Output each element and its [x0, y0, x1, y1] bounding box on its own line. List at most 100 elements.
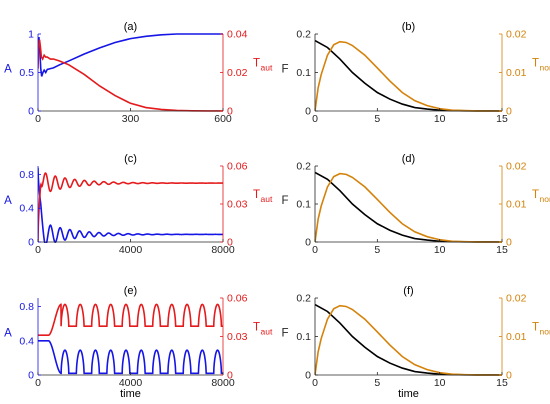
y-left-tick-label: 0 [28, 106, 34, 118]
x-tick-label: 300 [122, 113, 140, 125]
y-right-label-subscript: aut [261, 327, 273, 337]
panel-label: (a) [124, 21, 137, 33]
x-tick-label: 15 [496, 377, 508, 389]
series-line-f-right [315, 304, 502, 376]
series-line-d-left [315, 171, 502, 243]
x-tick-label: 0 [312, 377, 318, 389]
y-right-label: T [253, 189, 260, 201]
y-right-label-subscript: aut [261, 194, 273, 204]
y-right-tick-label: 0 [227, 370, 233, 382]
panel-label: (e) [124, 285, 137, 297]
y-right-tick-label: 0.03 [227, 199, 248, 211]
series-line-a-left [38, 33, 223, 77]
y-left-label: A [4, 328, 12, 340]
y-left-tick-label: 0.2 [296, 293, 311, 305]
y-right-tick-label: 0.02 [506, 293, 527, 305]
y-right-label-subscript: nor [540, 63, 550, 73]
y-left-tick-label: 0.8 [19, 301, 34, 313]
x-tick-label: 10 [434, 244, 446, 256]
y-right-label-subscript: nor [540, 194, 550, 204]
y-right-tick-label: 0.02 [227, 67, 248, 79]
y-right-tick-label: 0.01 [506, 199, 527, 211]
x-axis-label: time [120, 388, 141, 400]
series-line-c-left [38, 167, 223, 243]
series-line-d-right [315, 172, 502, 243]
y-left-tick-label: 0.8 [19, 169, 34, 181]
y-left-tick-label: 0.1 [296, 67, 311, 79]
y-left-tick-label: 0.4 [19, 203, 34, 215]
x-tick-label: 5 [374, 244, 380, 256]
y-left-label: F [281, 195, 288, 207]
y-left-label: F [281, 328, 288, 340]
y-right-label-subscript: aut [261, 63, 273, 73]
y-right-label-subscript: nor [540, 327, 550, 337]
y-left-tick-label: 0 [305, 370, 311, 382]
x-tick-label: 0 [35, 113, 41, 125]
y-right-tick-label: 0 [506, 237, 512, 249]
x-tick-label: 10 [434, 113, 446, 125]
x-axis-label: time [398, 388, 419, 400]
y-right-label: T [532, 189, 539, 201]
y-right-label: T [253, 322, 260, 334]
x-tick-label: 5 [374, 377, 380, 389]
series-line-b-right [315, 40, 502, 112]
y-left-tick-label: 0.1 [296, 199, 311, 211]
panel-label: (d) [402, 153, 415, 165]
x-tick-label: 600 [214, 113, 232, 125]
y-right-tick-label: 0.06 [227, 161, 248, 173]
y-right-tick-label: 0.01 [506, 67, 527, 79]
series-line-f-left [315, 303, 502, 376]
y-right-tick-label: 0.04 [227, 29, 248, 41]
y-right-tick-label: 0 [506, 106, 512, 118]
y-right-tick-label: 0.06 [227, 293, 248, 305]
x-tick-label: 0 [35, 244, 41, 256]
y-right-tick-label: 0.01 [506, 331, 527, 343]
x-tick-label: 8000 [211, 244, 235, 256]
y-right-tick-label: 0 [227, 237, 233, 249]
y-left-tick-label: 0 [305, 237, 311, 249]
y-left-tick-label: 0.1 [296, 331, 311, 343]
panel-label: (b) [402, 21, 415, 33]
y-left-tick-label: 0.2 [296, 161, 311, 173]
y-right-label: T [532, 58, 539, 70]
y-right-tick-label: 0.02 [506, 29, 527, 41]
y-left-label: F [281, 64, 288, 76]
x-tick-label: 8000 [211, 377, 235, 389]
y-right-tick-label: 0 [506, 370, 512, 382]
series-line-e-left [38, 339, 223, 375]
x-tick-label: 15 [496, 244, 508, 256]
y-right-label: T [253, 58, 260, 70]
y-left-tick-label: 0.2 [296, 29, 311, 41]
y-left-tick-label: 0 [28, 370, 34, 382]
y-left-tick-label: 1 [28, 29, 34, 41]
y-left-label: A [4, 64, 12, 76]
x-tick-label: 15 [496, 113, 508, 125]
y-right-tick-label: 0 [227, 106, 233, 118]
y-left-label: A [4, 195, 12, 207]
x-tick-label: 10 [434, 377, 446, 389]
series-line-a-right [38, 39, 223, 112]
y-left-tick-label: 0 [305, 106, 311, 118]
y-left-tick-label: 0.5 [19, 67, 34, 79]
y-right-tick-label: 0.02 [506, 161, 527, 173]
series-line-b-left [315, 39, 502, 112]
y-left-tick-label: 0 [28, 237, 34, 249]
x-tick-label: 4000 [119, 377, 143, 389]
y-right-label: T [532, 322, 539, 334]
series-line-c-right [38, 172, 223, 243]
x-tick-label: 0 [312, 113, 318, 125]
y-left-tick-label: 0.4 [19, 335, 34, 347]
panel-label: (c) [124, 153, 137, 165]
x-tick-label: 0 [312, 244, 318, 256]
panel-label: (f) [403, 285, 413, 297]
x-tick-label: 4000 [119, 244, 143, 256]
x-tick-label: 5 [374, 113, 380, 125]
series-line-e-right [38, 303, 223, 337]
